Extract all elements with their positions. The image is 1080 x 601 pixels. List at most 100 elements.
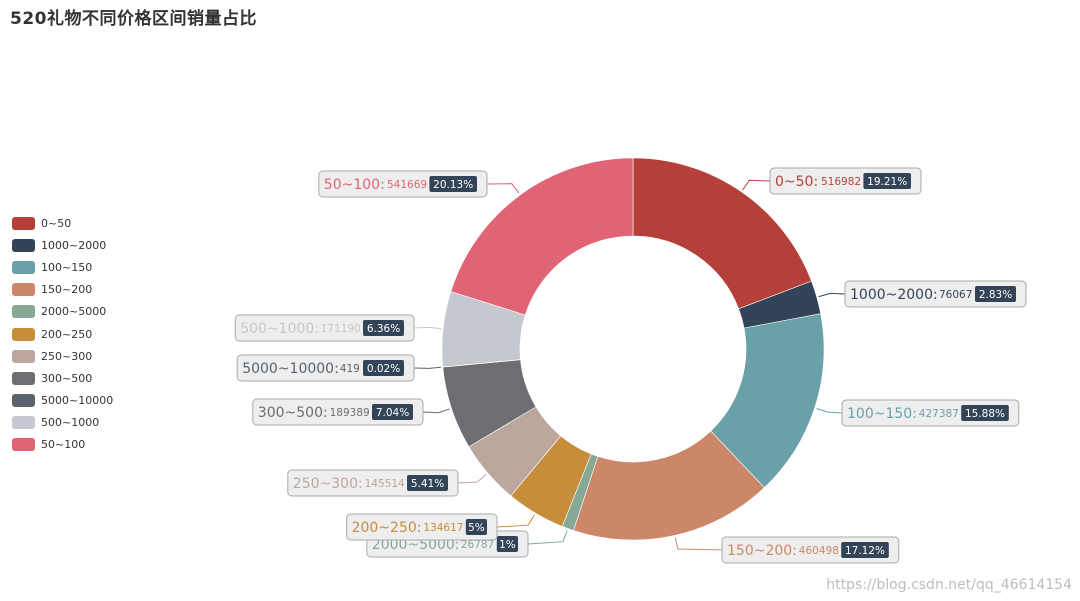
- legend-label: 1000~2000: [41, 238, 107, 252]
- label-percent: 15.88%: [965, 408, 1005, 420]
- label-name: 0~50:: [775, 174, 818, 190]
- label-value: 427387: [919, 408, 959, 420]
- slice-label-0~50: 0~50: 516982 19.21%: [742, 167, 922, 195]
- label-percent: 17.12%: [845, 545, 885, 557]
- legend-label: 500~1000: [41, 416, 100, 430]
- slice-label-150~200: 150~200: 460498 17.12%: [674, 536, 900, 564]
- legend-item[interactable]: 200~250: [12, 323, 132, 345]
- slice-label-100~150: 100~150: 427387 15.88%: [816, 399, 1020, 427]
- label-value: 134617: [423, 522, 463, 534]
- legend-item[interactable]: 0~50: [12, 212, 132, 234]
- legend-label: 150~200: [41, 283, 93, 297]
- legend-swatch: [12, 394, 35, 408]
- legend-label: 2000~5000: [41, 305, 107, 319]
- label-name: 150~200:: [727, 543, 797, 559]
- slice-label-300~500: 300~500: 189389 7.04%: [252, 398, 450, 426]
- legend-item[interactable]: 300~500: [12, 367, 132, 389]
- leader-line: [742, 179, 771, 191]
- legend-swatch: [12, 438, 35, 452]
- leader-line: [413, 366, 441, 369]
- label-name: 300~500:: [258, 405, 328, 421]
- slice-label-1000~2000: 1000~2000: 76067 2.83%: [818, 280, 1027, 308]
- legend-label: 250~300: [41, 349, 93, 363]
- label-value: 460498: [799, 545, 839, 557]
- label-value: 171190: [321, 323, 361, 335]
- percent-badge: [429, 176, 477, 192]
- label-name: 5000~10000:: [242, 361, 339, 377]
- label-name: 1000~2000:: [850, 287, 938, 303]
- legend-swatch: [12, 349, 35, 363]
- legend-item[interactable]: 50~100: [12, 434, 132, 456]
- percent-badge: [961, 405, 1009, 421]
- legend-swatch: [12, 238, 35, 252]
- percent-badge: [372, 404, 413, 420]
- label-percent: 5%: [468, 522, 485, 534]
- slice-label-200~250: 200~250: 134617 5%: [346, 513, 535, 541]
- percent-badge: [863, 173, 911, 189]
- legend-swatch: [12, 305, 35, 319]
- percent-badge: [363, 320, 404, 336]
- pie-slice-50~100[interactable]: [450, 157, 634, 316]
- label-value: 76067: [939, 289, 972, 301]
- leader-line: [486, 183, 520, 194]
- label-value: 26787: [461, 539, 494, 551]
- legend-item[interactable]: 100~150: [12, 256, 132, 278]
- label-box: [346, 513, 498, 541]
- legend-swatch: [12, 371, 35, 385]
- percent-badge: [465, 519, 487, 535]
- label-percent: 5.41%: [411, 478, 444, 490]
- label-value: 419: [340, 363, 360, 375]
- percent-badge: [407, 475, 448, 491]
- label-percent: 1%: [499, 539, 516, 551]
- label-value: 189389: [330, 407, 370, 419]
- label-percent: 7.04%: [376, 407, 409, 419]
- leader-line: [457, 474, 487, 484]
- label-name: 500~1000:: [240, 321, 319, 337]
- label-name: 250~300:: [293, 476, 363, 492]
- legend-item[interactable]: 5000~10000: [12, 390, 132, 412]
- legend-label: 300~500: [41, 371, 93, 385]
- legend-label: 200~250: [41, 327, 93, 341]
- leader-line: [413, 326, 442, 330]
- label-name: 200~250:: [352, 520, 422, 536]
- leader-line: [527, 530, 568, 545]
- legend-swatch: [12, 416, 35, 430]
- legend-swatch: [12, 216, 35, 230]
- label-name: 2000~5000:: [372, 537, 460, 553]
- legend-label: 5000~10000: [41, 394, 114, 408]
- legend-item[interactable]: 250~300: [12, 345, 132, 367]
- legend-label: 0~50: [41, 216, 72, 230]
- label-percent: 20.13%: [433, 179, 473, 191]
- label-percent: 6.36%: [367, 323, 400, 335]
- legend-item[interactable]: 1000~2000: [12, 234, 132, 256]
- legend-item[interactable]: 150~200: [12, 279, 132, 301]
- leader-line: [818, 292, 846, 298]
- slice-label-50~100: 50~100: 541669 20.13%: [318, 170, 520, 198]
- legend-item[interactable]: 2000~5000: [12, 301, 132, 323]
- legend-item[interactable]: 500~1000: [12, 412, 132, 434]
- chart-title: 520礼物不同价格区间销量占比: [10, 9, 257, 29]
- slice-label-250~300: 250~300: 145514 5.41%: [287, 469, 487, 497]
- label-name: 100~150:: [847, 406, 917, 422]
- label-percent: 2.83%: [979, 289, 1012, 301]
- label-value: 541669: [387, 179, 427, 191]
- legend-swatch: [12, 327, 35, 341]
- chart-legend: 0~50 1000~2000 100~150 150~200 2000~5000 200~…: [12, 212, 132, 456]
- label-percent: 0.02%: [367, 363, 400, 375]
- leader-line: [422, 408, 450, 414]
- percent-badge: [496, 536, 518, 552]
- legend-label: 50~100: [41, 438, 86, 452]
- legend-swatch: [12, 283, 35, 297]
- leader-line: [816, 407, 843, 414]
- label-name: 50~100:: [324, 177, 385, 193]
- watermark-text: https://blog.csdn.net/qq_46614154: [826, 577, 1072, 593]
- percent-badge: [363, 360, 404, 376]
- legend-label: 100~150: [41, 260, 93, 274]
- slice-label-5000~10000: 5000~10000: 419 0.02%: [236, 354, 441, 382]
- label-percent: 19.21%: [867, 176, 907, 188]
- label-value: 145514: [365, 478, 405, 490]
- leader-line: [496, 514, 535, 528]
- percent-badge: [841, 542, 889, 558]
- pie-slice-0~50[interactable]: [632, 157, 812, 310]
